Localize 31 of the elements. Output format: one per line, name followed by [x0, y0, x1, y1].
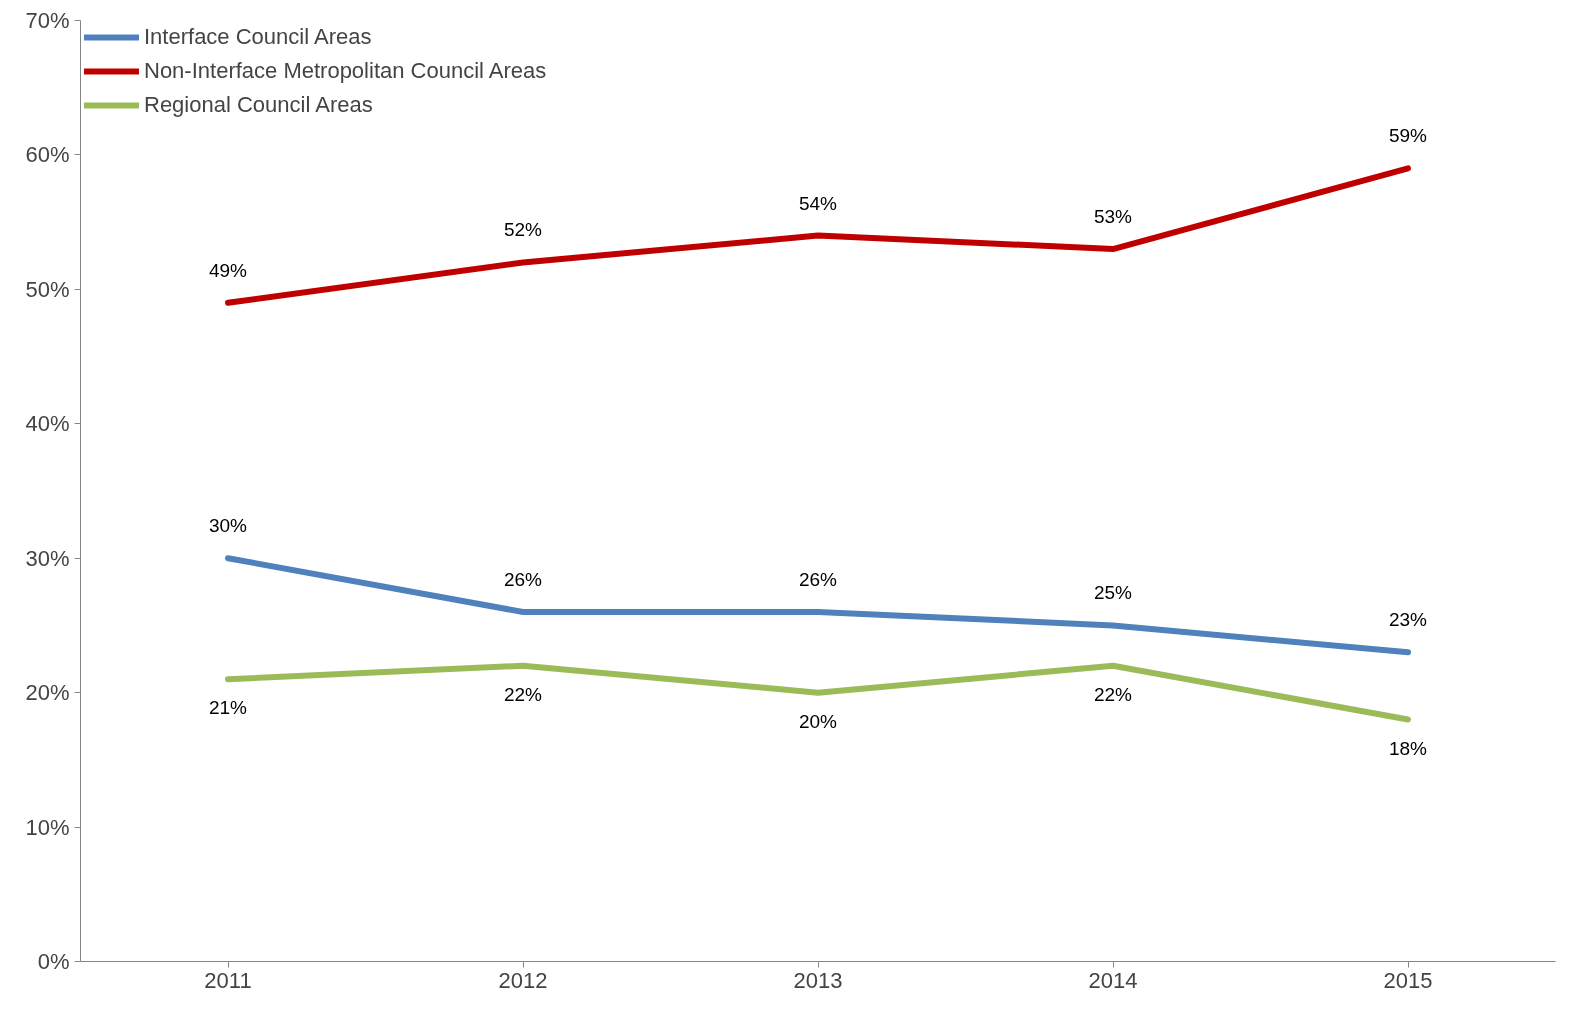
data-label: 20%: [798, 710, 838, 732]
data-label: 26%: [503, 568, 543, 590]
y-tick-label: 0%: [37, 949, 70, 974]
data-label: 49%: [208, 259, 248, 281]
data-label: 22%: [503, 683, 543, 705]
y-tick-label: 10%: [25, 814, 70, 840]
data-label: 54%: [798, 192, 838, 214]
data-label: 30%: [208, 515, 248, 537]
x-tick-label: 2011: [204, 967, 252, 993]
y-tick-label: 50%: [25, 276, 70, 302]
y-tick-label: 70%: [25, 8, 70, 33]
y-tick-label: 30%: [25, 545, 70, 571]
data-label: 53%: [1093, 206, 1133, 228]
y-tick-label: 60%: [25, 142, 70, 168]
data-label: 25%: [1093, 582, 1133, 604]
legend-label: Interface Council Areas: [144, 24, 372, 50]
data-label: 52%: [503, 219, 543, 241]
x-tick-label: 2012: [498, 967, 548, 993]
x-tick-label: 2014: [1088, 967, 1138, 993]
x-tick-label: 2013: [793, 967, 843, 993]
y-tick-label: 20%: [25, 680, 70, 706]
data-label: 26%: [798, 568, 838, 590]
data-label: 18%: [1388, 737, 1428, 759]
data-label: 23%: [1388, 609, 1428, 631]
data-label: 21%: [208, 697, 248, 719]
legend-label: Non-Interface Metropolitan Council Areas: [144, 58, 547, 84]
data-label: 59%: [1388, 125, 1428, 147]
data-label: 22%: [1093, 683, 1133, 705]
legend-label: Regional Council Areas: [144, 92, 373, 118]
x-tick-label: 2015: [1383, 967, 1433, 993]
y-tick-label: 40%: [25, 411, 70, 437]
